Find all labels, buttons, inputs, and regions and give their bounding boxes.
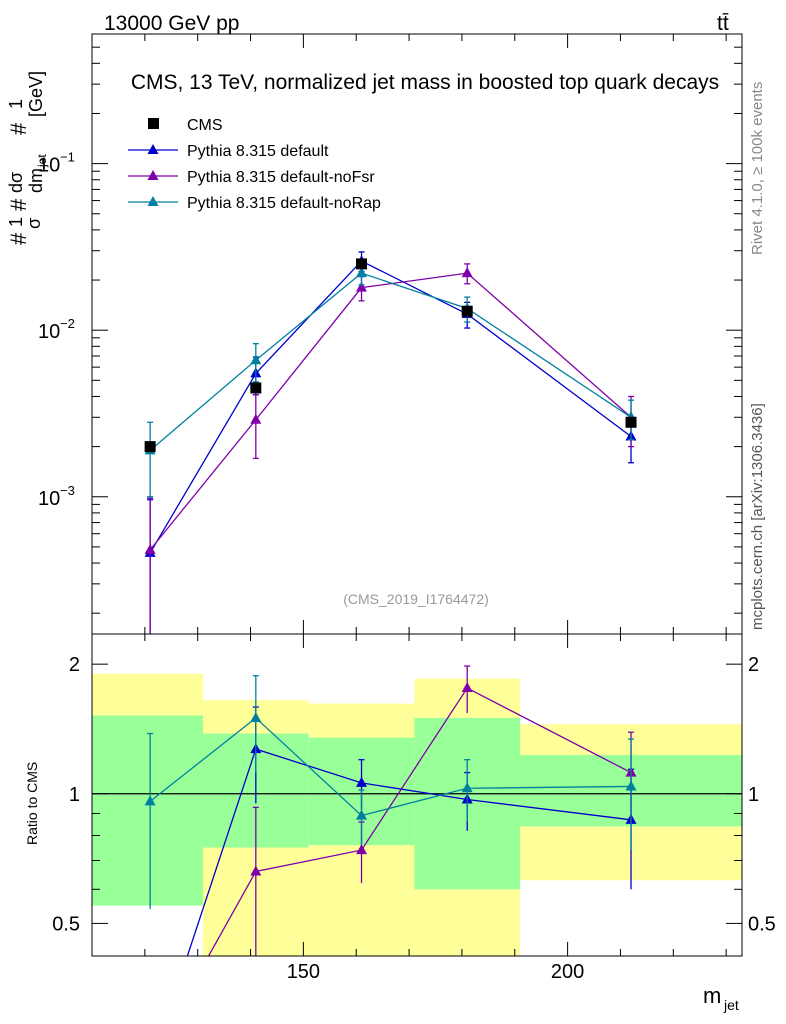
y-label-hash-3: # (6, 122, 31, 135)
ratio-frame (91, 633, 743, 957)
cms-data-point (144, 441, 156, 453)
y-tick-label: 10 (38, 488, 60, 510)
legend-label-norap: Pythia 8.315 default-noRap (187, 195, 381, 212)
y-label-jet-sub: jet (35, 154, 49, 168)
ratio-point (625, 780, 637, 791)
rivet-version: Rivet 4.1.0, ≥ 100k events (749, 82, 766, 255)
main-point (250, 354, 262, 365)
ratio-point (356, 776, 368, 787)
main-line-2 (149, 272, 632, 451)
chart-title: CMS, 13 TeV, normalized jet mass in boos… (131, 71, 719, 94)
x-tick-label: 200 (551, 961, 584, 983)
header-right: tt̄ (717, 12, 729, 35)
legend-marker-default (147, 144, 159, 154)
ratio-point (250, 711, 262, 722)
y-label-dm: dm (26, 168, 46, 193)
y-label-hash-2: # (6, 198, 31, 211)
ratio-y-tick-label-right: 2 (748, 654, 759, 676)
analysis-id: (CMS_2019_I1764472) (343, 591, 489, 607)
main-point (356, 267, 368, 278)
ratio-point (250, 865, 262, 876)
main-point (356, 281, 368, 292)
ratio-point (461, 782, 473, 793)
main-point (461, 267, 473, 278)
y-tick-label-exponent: −3 (60, 483, 75, 498)
cms-data-point (625, 416, 637, 428)
cms-data-point (250, 382, 262, 394)
main-point (144, 543, 156, 554)
x-label-m: m (703, 983, 721, 1008)
y-label-one-2: 1 (6, 99, 26, 109)
x-tick-label: 150 (287, 961, 320, 983)
cms-data-point (461, 305, 473, 317)
y-tick-label-exponent: −2 (60, 316, 75, 331)
ratio-point (356, 844, 368, 855)
y-tick-label: 10 (38, 321, 60, 343)
x-label-jet-sub: jet (723, 997, 739, 1013)
y-label-one-1: 1 (6, 217, 26, 227)
main-y-axis-label: # 1 σ # dσ dm jet # 1 [GeV] (6, 71, 49, 245)
ratio-y-axis-label: Ratio to CMS (24, 762, 40, 845)
y-label-gev: [GeV] (26, 71, 46, 117)
ratio-point (356, 809, 368, 820)
ratio-y-tick-label-left: 0.5 (52, 913, 80, 935)
y-tick-label: 10 (38, 155, 60, 177)
legend-marker-nofsr (147, 170, 159, 180)
y-label-sigma: σ (24, 218, 44, 229)
ratio-band-inner (92, 715, 203, 906)
main-line-1 (149, 272, 632, 551)
ratio-point (144, 795, 156, 806)
legend-label-default: Pythia 8.315 default (187, 143, 329, 160)
legend-marker-cms (148, 118, 159, 129)
source-citation: mcplots.cern.ch [arXiv:1306.3436] (749, 403, 766, 630)
ratio-y-tick-label-right: 0.5 (748, 913, 776, 935)
ratio-point (461, 682, 473, 693)
y-label-dsigma: dσ (6, 172, 26, 193)
ratio-y-tick-label-right: 1 (748, 784, 759, 806)
header-left: 13000 GeV pp (104, 12, 239, 35)
y-tick-label-exponent: −1 (60, 150, 75, 165)
y-label-hash-1: # (6, 232, 31, 245)
main-point (250, 413, 262, 424)
x-axis-label: m jet (703, 983, 739, 1013)
ratio-y-tick-label-left: 1 (69, 784, 80, 806)
ratio-y-tick-label-left: 2 (69, 654, 80, 676)
legend-label-nofsr: Pythia 8.315 default-noFsr (187, 169, 375, 186)
legend-marker-norap (147, 196, 159, 206)
main-line-0 (149, 260, 632, 554)
cms-data-point (356, 258, 368, 270)
legend: CMS Pythia 8.315 default Pythia 8.315 de… (128, 117, 381, 212)
legend-label-cms: CMS (187, 117, 223, 134)
